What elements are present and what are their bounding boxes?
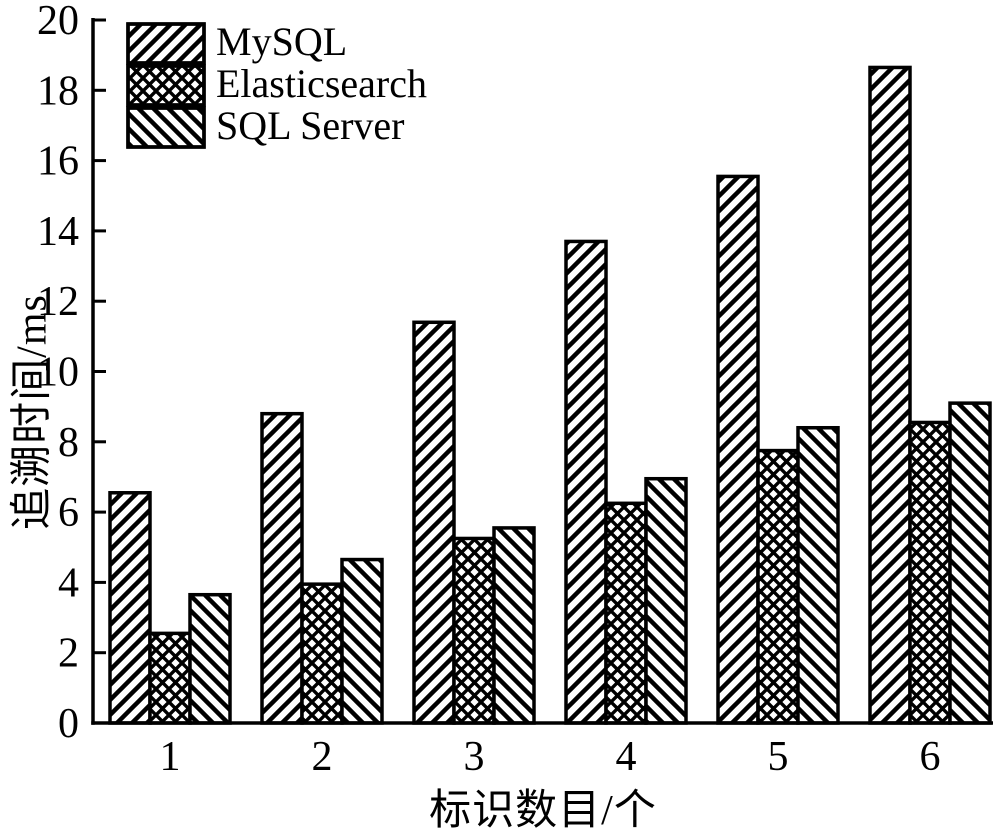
- x-tick-label-5: 5: [768, 734, 789, 780]
- bars-group: [108, 65, 992, 725]
- legend-label-mysql: MySQL: [216, 19, 347, 64]
- x-tick-label-4: 4: [616, 734, 637, 780]
- y-tick-label-6: 6: [58, 490, 79, 536]
- x-tick-labels-group: 1 2 3 4 5 6: [160, 734, 941, 780]
- legend-swatch-elasticsearch: [126, 64, 206, 107]
- y-tick-label-10: 10: [37, 350, 79, 396]
- x-tick-label-3: 3: [464, 734, 485, 780]
- bar-mysql-1: [108, 491, 152, 725]
- y-tick-label-8: 8: [58, 420, 79, 466]
- bar-sql-server-3: [492, 526, 536, 725]
- x-tick-label-1: 1: [160, 734, 181, 780]
- bar-elasticsearch-6: [908, 420, 952, 725]
- y-axis-label: 追溯时间/ms: [9, 294, 56, 530]
- bar-elasticsearch-4: [604, 501, 648, 725]
- bar-sql-server-6: [948, 401, 992, 725]
- y-tick-label-0: 0: [58, 701, 79, 747]
- legend-swatch-sql-server: [126, 106, 206, 149]
- y-tick-label-18: 18: [37, 68, 79, 114]
- legend-swatch-mysql: [126, 22, 206, 65]
- bar-mysql-3: [412, 320, 456, 725]
- bar-sql-server-2: [340, 557, 384, 725]
- bar-elasticsearch-5: [756, 448, 800, 725]
- bar-mysql-4: [564, 239, 608, 725]
- bar-elasticsearch-1: [148, 631, 192, 725]
- bar-sql-server-4: [644, 476, 688, 725]
- y-tick-label-4: 4: [58, 560, 79, 606]
- bar-sql-server-5: [796, 425, 840, 725]
- y-tick-label-16: 16: [37, 139, 79, 185]
- bar-sql-server-1: [188, 592, 232, 725]
- y-tick-label-20: 20: [37, 0, 79, 44]
- y-tick-label-2: 2: [58, 631, 79, 677]
- bar-mysql-2: [260, 411, 304, 725]
- y-tick-label-12: 12: [37, 279, 79, 325]
- y-tick-label-14: 14: [37, 209, 79, 255]
- x-axis-label: 标识数目/个: [429, 788, 657, 832]
- y-tick-labels-group: 0 2 4 6 8 10 12 14 16 18 20: [37, 0, 79, 747]
- legend-label-elasticsearch: Elasticsearch: [216, 61, 427, 106]
- bar-mysql-6: [868, 65, 912, 725]
- bar-mysql-5: [716, 174, 760, 725]
- x-tick-label-6: 6: [920, 734, 941, 780]
- bar-elasticsearch-3: [452, 536, 496, 725]
- bar-elasticsearch-2: [300, 582, 344, 725]
- legend-label-sql-server: SQL Server: [216, 103, 404, 148]
- x-tick-label-2: 2: [312, 734, 333, 780]
- axes-group: [91, 18, 993, 725]
